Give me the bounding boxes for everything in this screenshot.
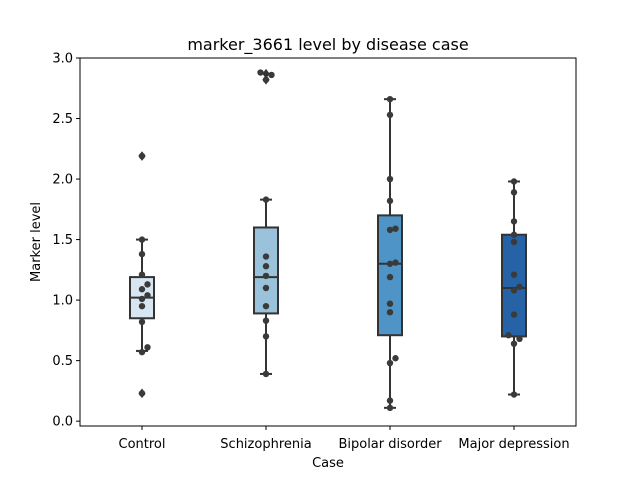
data-point bbox=[516, 283, 523, 290]
data-point bbox=[262, 317, 270, 324]
y-tick-label: 0.0 bbox=[52, 415, 73, 430]
data-point bbox=[262, 76, 270, 83]
data-point bbox=[510, 271, 518, 278]
data-point bbox=[510, 189, 518, 196]
data-point bbox=[138, 295, 146, 303]
data-point bbox=[386, 404, 394, 412]
data-point bbox=[386, 226, 394, 234]
data-point bbox=[262, 333, 270, 340]
data-point bbox=[262, 196, 270, 203]
data-point bbox=[138, 348, 146, 356]
data-point bbox=[268, 71, 275, 79]
box-schizophrenia bbox=[253, 226, 279, 315]
data-point bbox=[138, 286, 146, 293]
y-axis-label: Marker level bbox=[29, 202, 44, 282]
x-tick-label: Control bbox=[119, 437, 166, 452]
data-point bbox=[138, 250, 146, 258]
data-point bbox=[138, 302, 146, 310]
data-point bbox=[138, 152, 146, 160]
data-point bbox=[510, 311, 518, 318]
data-point bbox=[144, 344, 151, 351]
x-tick-label: Bipolar disorder bbox=[338, 437, 442, 452]
data-point bbox=[262, 302, 270, 310]
y-tick-label: 1.0 bbox=[52, 294, 73, 309]
data-point bbox=[510, 178, 518, 185]
data-point bbox=[144, 281, 151, 288]
data-point bbox=[262, 272, 270, 280]
data-point bbox=[262, 263, 270, 270]
data-point bbox=[262, 370, 270, 378]
y-tick-label: 1.5 bbox=[52, 233, 73, 248]
data-point bbox=[510, 218, 518, 225]
plot-area: 0.0 0.5 1.0 1.5 2.0 2.5 3.0 Control Schizophreni… bbox=[52, 52, 569, 453]
data-point bbox=[262, 253, 270, 260]
plot-frame bbox=[79, 57, 577, 427]
data-point bbox=[386, 95, 394, 103]
x-tick-label: Schizophrenia bbox=[220, 437, 311, 452]
data-point bbox=[392, 355, 399, 362]
data-point bbox=[510, 231, 518, 238]
data-point bbox=[386, 359, 394, 367]
data-point bbox=[386, 273, 394, 281]
data-point bbox=[516, 335, 523, 343]
data-point bbox=[510, 238, 518, 246]
data-point bbox=[386, 300, 394, 307]
data-point bbox=[138, 236, 146, 243]
y-tick-label: 0.5 bbox=[52, 354, 73, 369]
data-point bbox=[386, 197, 394, 205]
x-axis-label: Case bbox=[312, 456, 344, 471]
y-tick-label: 2.5 bbox=[52, 112, 73, 127]
data-point bbox=[386, 309, 394, 316]
data-point bbox=[386, 111, 394, 119]
outlier-marker bbox=[262, 68, 270, 79]
data-point bbox=[386, 175, 394, 183]
x-tick-label: Major depression bbox=[458, 437, 569, 452]
data-point bbox=[257, 69, 264, 76]
data-point bbox=[138, 271, 146, 278]
data-point bbox=[392, 259, 399, 266]
data-point bbox=[392, 225, 399, 232]
y-tick-label: 2.0 bbox=[52, 173, 73, 188]
data-point bbox=[386, 397, 394, 404]
chart-title: marker_3661 level by disease case bbox=[187, 35, 468, 55]
data-point bbox=[510, 340, 518, 347]
data-point bbox=[138, 390, 146, 397]
y-tick-label: 3.0 bbox=[52, 52, 73, 67]
data-point bbox=[505, 332, 512, 339]
data-point bbox=[144, 292, 151, 299]
data-point bbox=[510, 391, 518, 398]
data-point bbox=[386, 260, 394, 267]
data-point bbox=[262, 284, 270, 292]
data-point bbox=[138, 318, 146, 326]
data-point bbox=[510, 287, 518, 294]
